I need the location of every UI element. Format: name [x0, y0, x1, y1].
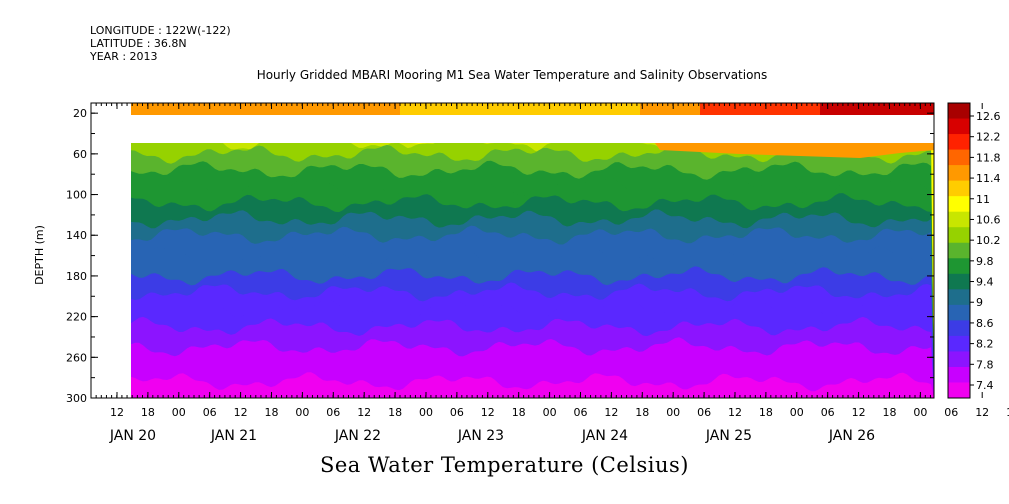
chart-title: Hourly Gridded MBARI Mooring M1 Sea Wate… [256, 68, 768, 82]
x-tick-label: 06 [574, 406, 588, 419]
x-tick-label: 18 [883, 406, 897, 419]
y-tick-label: 260 [66, 351, 87, 364]
colorbar-label: 9.8 [976, 255, 994, 268]
x-tick-label: 12 [234, 406, 248, 419]
y-tick-label: 100 [66, 189, 87, 202]
colorbar-label: 9 [976, 296, 983, 309]
x-tick-label: 12 [110, 406, 124, 419]
colorbar-swatch [948, 351, 970, 368]
x-tick-label: 18 [388, 406, 402, 419]
colorbar-swatch [948, 304, 970, 321]
x-tick-label: 06 [450, 406, 464, 419]
colorbar-swatch [948, 180, 970, 197]
x-day-label: JAN 25 [705, 428, 752, 444]
colorbar-swatch [948, 118, 970, 135]
longitude-label: LONGITUDE : 122W(-122) [90, 24, 231, 37]
colorbar-swatch [948, 134, 970, 151]
x-tick-label: 18 [265, 406, 279, 419]
x-tick-label: 00 [543, 406, 557, 419]
colorbar-label: 11 [976, 193, 990, 206]
colorbar-label: 11.8 [976, 151, 1001, 164]
y-tick-label: 300 [66, 392, 87, 405]
surface-band [820, 103, 934, 115]
x-tick-label: 00 [666, 406, 680, 419]
x-tick-label: 12 [852, 406, 866, 419]
colorbar-label: 7.8 [976, 358, 994, 371]
colorbar-label: 12.6 [976, 110, 1001, 123]
colorbar-label: 10.2 [976, 234, 1001, 247]
x-tick-label: 12 [481, 406, 495, 419]
colorbar-swatch [948, 211, 970, 228]
colorbar-swatch [948, 242, 970, 259]
x-day-label: JAN 24 [581, 428, 628, 444]
x-tick-label: 12 [728, 406, 742, 419]
colorbar-swatch [948, 273, 970, 290]
x-tick-label: 12 [357, 406, 371, 419]
x-tick-label: 18 [759, 406, 773, 419]
x-day-label: JAN 21 [210, 428, 257, 444]
x-tick-label: 06 [697, 406, 711, 419]
y-tick-label: 220 [66, 311, 87, 324]
location-metadata: LONGITUDE : 122W(-122) LATITUDE : 36.8N … [90, 24, 231, 63]
y-tick-label: 60 [73, 148, 87, 161]
x-tick-label: 06 [944, 406, 958, 419]
x-tick-label: 12 [975, 406, 989, 419]
contour-band [131, 372, 934, 398]
x-tick-label: 00 [172, 406, 186, 419]
colorbar-label: 8.6 [976, 317, 994, 330]
y-tick-label: 20 [73, 107, 87, 120]
x-day-label: JAN 26 [828, 428, 875, 444]
x-tick-label: 00 [790, 406, 804, 419]
x-tick-label: 18 [141, 406, 155, 419]
colorbar-swatch [948, 320, 970, 337]
colorbar-swatch [948, 196, 970, 213]
colorbar-swatch [948, 258, 970, 275]
plot-frame [90, 102, 935, 399]
colorbar-swatch [948, 289, 970, 306]
x-axis-title: Sea Water Temperature (Celsius) [319, 453, 689, 477]
colorbar-swatch [948, 103, 970, 120]
data-gap [131, 115, 934, 143]
colorbar-label: 12.2 [976, 131, 1001, 144]
x-tick-label: 00 [913, 406, 927, 419]
x-day-label: JAN 23 [457, 428, 504, 444]
x-tick-label: 00 [295, 406, 309, 419]
x-tick-label: 12 [604, 406, 618, 419]
y-tick-label: 180 [66, 270, 87, 283]
surface-band [655, 143, 934, 158]
x-tick-label: 18 [635, 406, 649, 419]
colorbar-swatch [948, 227, 970, 244]
colorbar-swatch [948, 335, 970, 352]
x-tick-label: 06 [326, 406, 340, 419]
colorbar-swatch [948, 165, 970, 182]
colorbar-swatch [948, 149, 970, 166]
x-tick-label: 18 [1006, 406, 1009, 419]
x-tick-label: 18 [512, 406, 526, 419]
data-gap [91, 115, 131, 398]
colorbar-label: 10.6 [976, 213, 1001, 226]
colorbar-label: 8.2 [976, 338, 994, 351]
colorbar-label: 9.4 [976, 276, 994, 289]
colorbar-swatch [948, 366, 970, 383]
colorbar-label: 7.4 [976, 379, 994, 392]
x-tick-label: 06 [821, 406, 835, 419]
colorbar-swatch [948, 382, 970, 399]
x-tick-label: 06 [203, 406, 217, 419]
x-tick-label: 00 [419, 406, 433, 419]
y-axis-label: DEPTH (m) [33, 225, 46, 285]
y-tick-label: 140 [66, 229, 87, 242]
latitude-label: LATITUDE : 36.8N [90, 37, 187, 50]
x-day-label: JAN 20 [109, 428, 156, 444]
colorbar-label: 11.4 [976, 172, 1001, 185]
x-day-label: JAN 22 [334, 428, 381, 444]
colorbar-frame [947, 102, 971, 399]
year-label: YEAR : 2013 [90, 50, 158, 63]
